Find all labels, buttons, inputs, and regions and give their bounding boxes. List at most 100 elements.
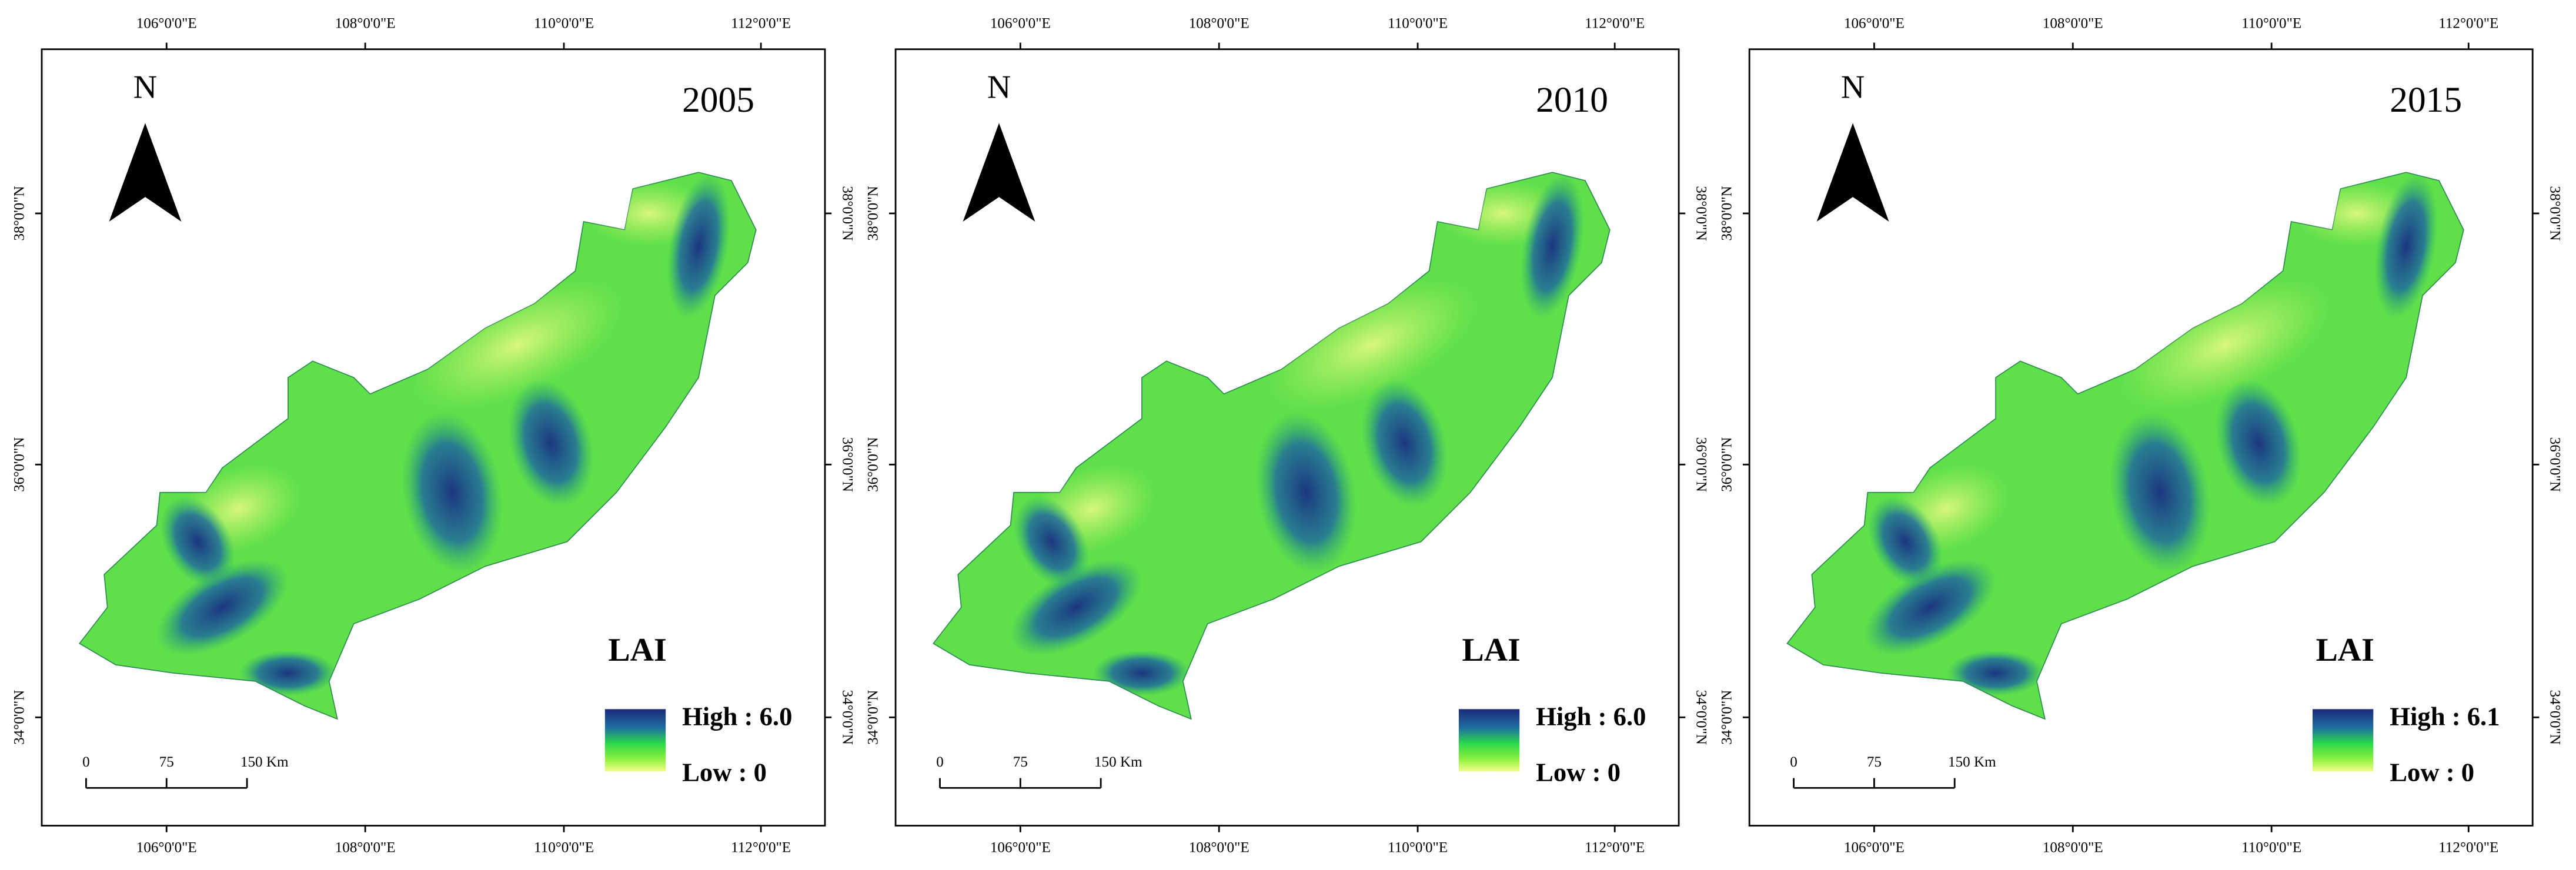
region-shading bbox=[1863, 173, 2438, 696]
lat-label-left: 38°0'0"N bbox=[866, 186, 881, 240]
lat-label-left: 36°0'0"N bbox=[11, 437, 27, 492]
legend-ramp bbox=[1458, 709, 1520, 772]
lat-label-left: 34°0'0"N bbox=[866, 690, 881, 745]
legend-low: Low : 0 bbox=[1536, 757, 1621, 787]
lon-label-bottom: 106°0'0"E bbox=[1844, 839, 1905, 855]
lat-label-right: 34°0'0"N bbox=[840, 690, 856, 745]
high-lai-area bbox=[1361, 379, 1448, 508]
lat-label-left: 38°0'0"N bbox=[11, 186, 27, 240]
lon-label-bottom: 110°0'0"E bbox=[1388, 839, 1448, 855]
lon-label-bottom: 106°0'0"E bbox=[990, 839, 1051, 855]
lat-label-left: 36°0'0"N bbox=[866, 437, 881, 492]
high-lai-area bbox=[1092, 650, 1191, 696]
high-lai-area bbox=[402, 411, 503, 574]
scale-label: 0 bbox=[936, 754, 944, 770]
lat-label-right: 36°0'0"N bbox=[2547, 437, 2563, 492]
frame bbox=[1748, 48, 2534, 826]
lat-label-right: 36°0'0"N bbox=[1693, 437, 1709, 492]
legend-ramp bbox=[604, 709, 666, 772]
legend-low: Low : 0 bbox=[682, 757, 767, 787]
legend-title: LAI bbox=[608, 632, 666, 668]
legend-title: LAI bbox=[2316, 632, 2374, 668]
high-lai-area bbox=[1946, 650, 2045, 696]
north-arrow bbox=[963, 123, 1035, 222]
year: 2010 bbox=[1536, 80, 1608, 120]
lat-label-left: 38°0'0"N bbox=[1719, 186, 1735, 240]
legend-ramp bbox=[2312, 709, 2374, 772]
legend-high: High : 6.0 bbox=[682, 701, 792, 731]
high-lai-area bbox=[1010, 558, 1143, 656]
high-lai-area bbox=[156, 558, 289, 656]
legend-high: High : 6.1 bbox=[2390, 701, 2500, 731]
north-arrow bbox=[109, 123, 182, 222]
lon-label-bottom: 112°0'0"E bbox=[1585, 839, 1645, 855]
low-lai-area bbox=[412, 279, 624, 411]
lon-label-top: 106°0'0"E bbox=[1844, 16, 1905, 32]
high-lai-area bbox=[666, 173, 731, 319]
year: 2015 bbox=[2390, 80, 2462, 120]
lon-label-top: 110°0'0"E bbox=[534, 16, 594, 32]
lon-label-bottom: 112°0'0"E bbox=[731, 839, 791, 855]
lat-label-right: 34°0'0"N bbox=[2547, 690, 2563, 745]
lon-label-top: 106°0'0"E bbox=[136, 16, 197, 32]
scale-label: 75 bbox=[1013, 754, 1028, 770]
scale-label: 150 Km bbox=[1948, 754, 1996, 770]
lon-label-bottom: 108°0'0"E bbox=[335, 839, 396, 855]
north-label: N bbox=[1841, 69, 1865, 105]
lat-label-left: 34°0'0"N bbox=[1719, 690, 1735, 745]
lon-label-top: 106°0'0"E bbox=[990, 16, 1051, 32]
lat-label-left: 34°0'0"N bbox=[11, 690, 27, 745]
map-panel: 106°0'0"E 106°0'0"E 108°0'0"E 108°0'0"E 110°… bbox=[866, 16, 1709, 856]
lon-label-bottom: 108°0'0"E bbox=[1189, 839, 1249, 855]
region-shading bbox=[1010, 173, 1585, 696]
lon-label-bottom: 106°0'0"E bbox=[136, 839, 197, 855]
map-panel: 106°0'0"E 106°0'0"E 108°0'0"E 108°0'0"E 110°… bbox=[1719, 16, 2563, 856]
lon-label-bottom: 110°0'0"E bbox=[2241, 839, 2301, 855]
scale-label: 75 bbox=[1867, 754, 1882, 770]
legend-low: Low : 0 bbox=[2390, 757, 2474, 787]
north-label: N bbox=[133, 69, 157, 105]
frame bbox=[894, 48, 1680, 826]
high-lai-area bbox=[1863, 558, 1997, 656]
scale-label: 150 Km bbox=[240, 754, 289, 770]
scale-label: 0 bbox=[82, 754, 90, 770]
high-lai-area bbox=[239, 650, 338, 696]
lon-label-bottom: 110°0'0"E bbox=[534, 839, 594, 855]
north-arrow bbox=[1816, 123, 1889, 222]
scale-label: 0 bbox=[1790, 754, 1797, 770]
high-lai-area bbox=[1520, 173, 1585, 319]
high-lai-area bbox=[1255, 411, 1357, 574]
low-lai-area bbox=[2119, 279, 2332, 411]
lon-label-top: 110°0'0"E bbox=[1388, 16, 1448, 32]
scale-label: 150 Km bbox=[1094, 754, 1142, 770]
high-lai-area bbox=[2109, 411, 2211, 574]
frame bbox=[41, 48, 826, 826]
low-lai-area bbox=[1265, 279, 1478, 411]
map-panel: 106°0'0"E 106°0'0"E 108°0'0"E 108°0'0"E 110°… bbox=[11, 16, 855, 856]
legend-title: LAI bbox=[1462, 632, 1521, 668]
high-lai-area bbox=[1014, 496, 1090, 588]
lat-label-right: 38°0'0"N bbox=[1693, 186, 1709, 240]
high-lai-area bbox=[160, 496, 236, 588]
legend-high: High : 6.0 bbox=[1536, 701, 1646, 731]
lon-label-top: 112°0'0"E bbox=[731, 16, 791, 32]
lon-label-top: 112°0'0"E bbox=[1585, 16, 1645, 32]
lat-label-right: 36°0'0"N bbox=[840, 437, 856, 492]
lon-label-top: 110°0'0"E bbox=[2241, 16, 2301, 32]
lon-label-top: 108°0'0"E bbox=[1189, 16, 1249, 32]
lon-label-bottom: 112°0'0"E bbox=[2438, 839, 2498, 855]
high-lai-area bbox=[2215, 379, 2302, 508]
high-lai-area bbox=[507, 379, 594, 508]
north-label: N bbox=[987, 69, 1011, 105]
scale-label: 75 bbox=[159, 754, 174, 770]
lon-label-top: 108°0'0"E bbox=[2043, 16, 2103, 32]
lat-label-right: 38°0'0"N bbox=[840, 186, 856, 240]
high-lai-area bbox=[2374, 173, 2438, 319]
high-lai-area bbox=[1867, 496, 1943, 588]
year: 2005 bbox=[682, 80, 754, 120]
lon-label-top: 112°0'0"E bbox=[2438, 16, 2498, 32]
lat-label-right: 38°0'0"N bbox=[2547, 186, 2563, 240]
lon-label-top: 108°0'0"E bbox=[335, 16, 396, 32]
